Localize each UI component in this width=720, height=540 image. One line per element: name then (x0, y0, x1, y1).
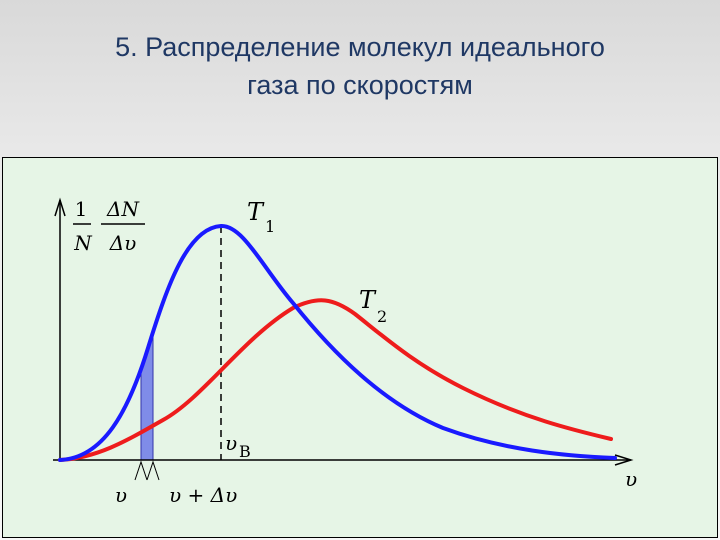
y-label-den-right: Δυ (109, 231, 137, 255)
distribution-figure: 1 N ΔN Δυ T 1 T 2 υ B υ υ υ + Δυ (2, 157, 718, 538)
curve-t2 (58, 298, 613, 462)
curve-t1-label-subscript: 1 (265, 217, 275, 236)
x-axis-label: υ (625, 467, 637, 491)
curve-t2-label: T (359, 286, 377, 314)
y-label-den-left: N (73, 231, 93, 255)
y-label-num-left: 1 (75, 197, 88, 221)
peak-velocity-label-subscript: B (239, 442, 251, 461)
y-label-num-right: ΔN (106, 197, 140, 221)
strip-left-label: υ (115, 483, 127, 507)
peak-velocity-label: υ (225, 431, 237, 455)
distribution-diagram: 1 N ΔN Δυ T 1 T 2 υ B υ υ υ + Δυ (53, 197, 637, 507)
curve-t1-label: T (247, 198, 265, 226)
slide-title-line-2: газа по скоростям (247, 70, 473, 100)
y-axis-arrow-icon (54, 197, 66, 217)
strip-right-label: υ + Δυ (169, 483, 237, 507)
slide-title-line-1: 5. Распределение молекул идеального (115, 32, 605, 62)
strip-left-pointer (134, 460, 148, 481)
slide-title: 5. Распределение молекул идеального газа… (0, 28, 720, 104)
curve-t2-label-subscript: 2 (377, 307, 387, 326)
x-axis-arrow-icon (614, 454, 634, 466)
strip-right-pointer (146, 460, 160, 481)
curve-t1 (58, 223, 617, 462)
